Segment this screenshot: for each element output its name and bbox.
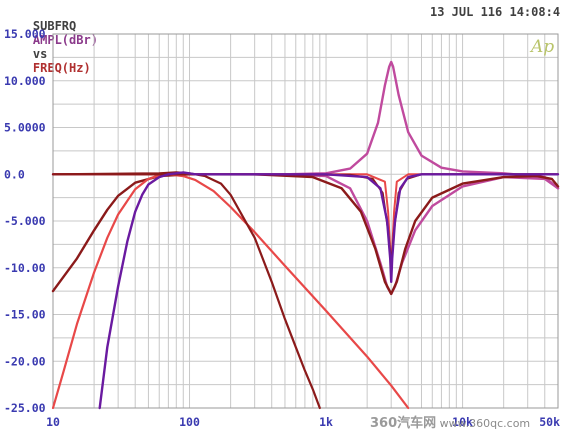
y-tick-label: 0.0 (4, 167, 25, 181)
y-tick-label: -5.000 (4, 214, 46, 228)
x-tick-label: 1k (319, 415, 333, 429)
x-tick-label: 100 (179, 415, 200, 429)
header-vs: vs (32, 47, 48, 61)
y-tick-label: -25.00 (4, 401, 46, 415)
series-line-3 (51, 173, 560, 296)
header-y-quantity: AMPL(dBr) (32, 33, 98, 47)
y-tick-label: 10.000 (4, 74, 46, 88)
x-tick-label: 10k (452, 415, 473, 429)
audio-precision-logo: Ap (531, 37, 555, 57)
x-tick-label: 10 (46, 415, 60, 429)
y-tick-label: -10.00 (4, 261, 46, 275)
chart-header: SUBFRQ AMPL(dBr) vs FREQ(Hz) (4, 5, 98, 89)
watermark-logo: 360汽车网 (370, 416, 437, 431)
header-subfrq: SUBFRQ (32, 19, 77, 33)
series-line-1 (51, 60, 560, 190)
x-axis-labels: 10 100 1k 10k 50k (46, 415, 560, 429)
chart-series (51, 60, 560, 410)
chart-grid (52, 33, 559, 409)
watermark-url: www.360qc.com (439, 417, 531, 430)
site-watermark: 360汽车网 www.360qc.com (370, 412, 530, 431)
header-date: 13 JUL 116 14:08:4 (430, 5, 561, 19)
plot-frame (52, 33, 559, 409)
y-tick-label: 15.000 (4, 27, 46, 41)
header-x-quantity: FREQ(Hz) (32, 61, 91, 75)
y-tick-label: 5.0000 (4, 121, 46, 135)
series-line-6 (51, 171, 321, 410)
series-line-8 (98, 171, 560, 410)
y-tick-label: -20.00 (4, 354, 46, 368)
y-tick-label: -15.00 (4, 308, 46, 322)
x-tick-label: 50k (539, 415, 560, 429)
y-axis-labels: 15.000 10.000 5.0000 0.0 -5.000 -10.00 -15.00 -… (4, 27, 46, 415)
